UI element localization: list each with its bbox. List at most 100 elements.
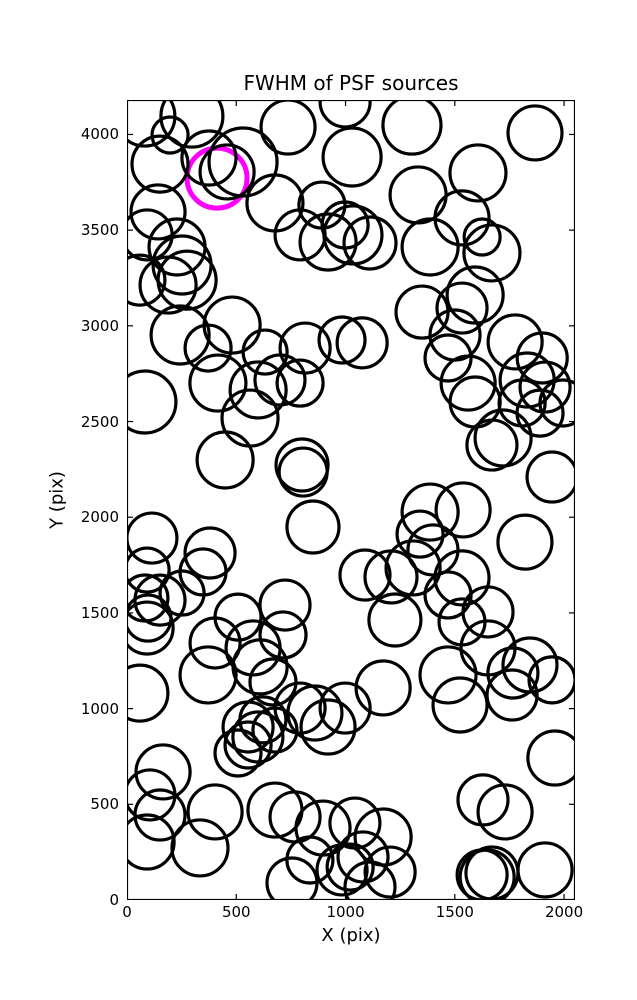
psf-source-circle <box>259 100 317 156</box>
psf-source-circle <box>496 513 554 571</box>
psf-source-circle <box>388 165 448 225</box>
psf-source-circle <box>127 600 175 656</box>
y-tick-label: 3500 <box>80 221 119 240</box>
psf-source-circle <box>435 281 489 335</box>
psf-source-circle <box>423 333 473 383</box>
psf-source-circle <box>336 830 390 884</box>
psf-source-circle <box>367 592 423 648</box>
x-tick-label: 1500 <box>435 903 474 921</box>
x-tick-label: 500 <box>221 903 251 921</box>
psf-source-circle <box>486 313 544 371</box>
y-tick-label: 3000 <box>80 316 119 335</box>
y-tick-label: 0 <box>109 891 119 909</box>
psf-source-circle <box>186 783 244 841</box>
psf-source-circle <box>394 284 450 340</box>
y-tick-label: 1500 <box>80 603 119 622</box>
psf-source-circle <box>448 143 508 203</box>
psf-source-circle <box>127 369 178 435</box>
x-tick-label: 2000 <box>544 903 584 921</box>
psf-source-circle <box>127 813 176 871</box>
psf-source-circle <box>418 645 478 705</box>
psf-source-circle <box>223 720 273 770</box>
psf-source-circle <box>198 143 256 201</box>
psf-source-circle <box>506 104 564 162</box>
psf-source-circle <box>285 499 341 555</box>
psf-source-circle <box>384 539 442 597</box>
y-tick-label: 4000 <box>80 125 119 144</box>
y-tick-label: 500 <box>90 795 119 814</box>
x-tick-label: 0 <box>122 903 132 921</box>
psf-source-circle <box>178 645 238 705</box>
psf-source-circle <box>485 668 539 722</box>
psf-source-circle <box>338 548 392 602</box>
psf-source-circle <box>228 360 288 420</box>
psf-source-circle <box>273 681 327 735</box>
x-tick-label: 1000 <box>326 903 365 921</box>
psf-source-circle <box>343 860 397 900</box>
psf-source-circle <box>501 636 559 694</box>
psf-source-circle <box>188 616 242 670</box>
psf-source-circle <box>286 684 344 742</box>
psf-source-circle <box>342 215 398 271</box>
psf-source-circle <box>400 217 460 277</box>
psf-source-circle <box>127 208 174 262</box>
psf-source-circle <box>516 841 574 899</box>
psf-source-circle <box>127 546 171 594</box>
chart-title: FWHM of PSF sources <box>243 71 459 95</box>
psf-source-circle <box>538 378 575 428</box>
psf-source-circle <box>129 183 187 241</box>
psf-source-circle <box>238 695 288 745</box>
psf-source-circle <box>231 638 289 696</box>
psf-source-circle <box>525 450 575 504</box>
axes-frame <box>127 100 575 900</box>
psf-source-circle <box>321 126 383 188</box>
psf-source-circle <box>127 663 170 723</box>
psf-source-circle <box>462 223 522 283</box>
psf-source-circle <box>381 100 443 156</box>
psf-source-circle <box>465 418 519 472</box>
psf-source-circle <box>258 610 308 660</box>
psf-source-circle <box>150 115 190 155</box>
psf-source-circle <box>325 842 375 892</box>
psf-source-circle <box>464 845 520 900</box>
psf-source-circle <box>149 304 211 366</box>
psf-source-circle <box>462 217 502 257</box>
psf-source-circle <box>445 265 505 325</box>
psf-source-circle <box>138 255 198 315</box>
psf-source-circle <box>335 316 389 370</box>
psf-source-circle <box>241 328 289 376</box>
psf-source-circle <box>158 569 206 617</box>
psf-source-circle <box>317 315 367 365</box>
psf-source-circle <box>183 526 237 580</box>
psf-source-circle <box>498 351 556 409</box>
psf-source-circle <box>328 796 382 850</box>
psf-source-circle <box>518 360 572 414</box>
psf-source-circle <box>527 655 575 705</box>
psf-source-circle <box>400 482 460 542</box>
psf-source-circle <box>486 646 540 700</box>
psf-source-circle <box>298 212 358 272</box>
psf-source-circle <box>188 353 248 413</box>
y-tick-label: 1000 <box>80 699 119 718</box>
psf-source-circle <box>353 807 413 867</box>
psf-source-circle <box>526 729 575 787</box>
psf-source-circle <box>170 818 230 878</box>
psf-source-circle <box>183 323 233 373</box>
psf-source-circle <box>133 788 187 842</box>
psf-source-circle <box>265 856 319 900</box>
psf-source-circle <box>354 659 412 717</box>
psf-source-circle <box>127 253 167 307</box>
psf-source-circle <box>431 676 489 734</box>
psf-source-circle <box>195 430 255 490</box>
psf-source-circle <box>268 790 322 844</box>
y-tick-label: 2500 <box>80 412 119 431</box>
psf-source-circle <box>299 698 357 756</box>
psf-source-circle <box>274 437 330 493</box>
psf-source-circle <box>318 100 372 129</box>
psf-source-circle <box>285 835 335 885</box>
psf-source-circle <box>461 585 515 639</box>
psf-source-circle <box>395 509 445 559</box>
psf-source-circle <box>180 129 238 187</box>
psf-source-circle <box>159 100 225 149</box>
